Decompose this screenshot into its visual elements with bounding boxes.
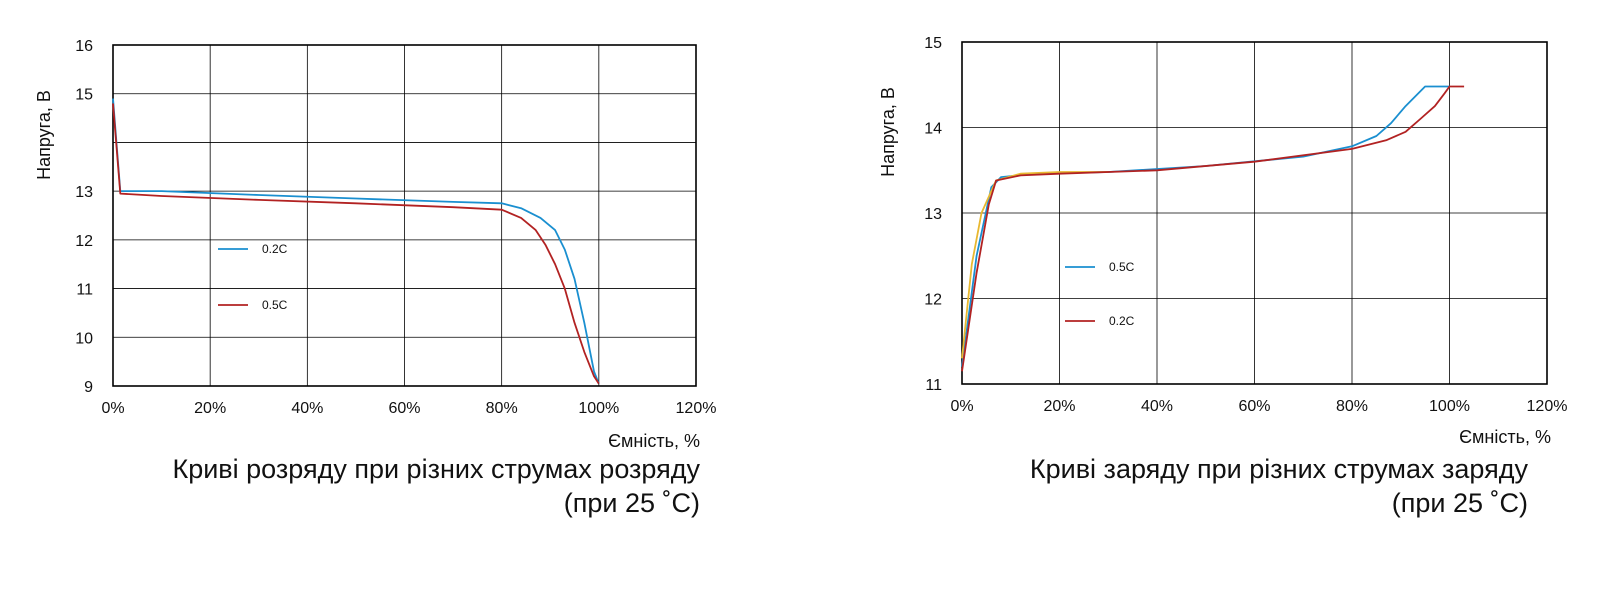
y-tick-label: 12 xyxy=(924,292,942,309)
x-tick-label: 0% xyxy=(101,400,124,417)
legend-label: 0.5C xyxy=(1109,260,1135,274)
plot-frame xyxy=(112,44,697,387)
y-tick-label: 13 xyxy=(75,184,93,201)
x-tick-label: 60% xyxy=(1238,398,1270,415)
x-axis-title: Ємність, % xyxy=(608,431,700,451)
chart-caption-discharge: Криві розряду при різних струмах розряду… xyxy=(172,452,700,520)
y-tick-label: 15 xyxy=(924,35,942,52)
y-tick-label: 14 xyxy=(924,121,942,138)
x-tick-label: 100% xyxy=(1429,398,1470,415)
x-tick-label: 120% xyxy=(1527,398,1568,415)
x-tick-label: 80% xyxy=(1336,398,1368,415)
x-tick-label: 60% xyxy=(388,400,420,417)
y-tick-label: 16 xyxy=(75,38,93,55)
legend-label: 0.5C xyxy=(262,298,288,312)
caption-line-2: (при 25 ˚С) xyxy=(1391,488,1528,518)
x-tick-label: 20% xyxy=(1043,398,1075,415)
series-line xyxy=(112,98,600,384)
x-tick-label: 120% xyxy=(676,400,717,417)
chart-caption-charge: Криві заряду при різних струмах заряду (… xyxy=(1030,452,1528,520)
y-tick-label: 11 xyxy=(925,377,942,394)
series-line xyxy=(961,85,1465,372)
legend-label: 0.2C xyxy=(262,242,288,256)
y-axis-title: Напруга, В xyxy=(34,90,54,180)
x-tick-label: 0% xyxy=(950,398,973,415)
plot-frame xyxy=(961,41,1548,385)
legend-label: 0.2C xyxy=(1109,314,1135,328)
series-line xyxy=(961,85,1450,368)
y-tick-label: 12 xyxy=(75,233,93,250)
caption-line-1: Криві розряду при різних струмах розряду xyxy=(172,454,700,484)
caption-line-1: Криві заряду при різних струмах заряду xyxy=(1029,454,1528,484)
y-tick-label: 11 xyxy=(76,282,93,299)
series-line xyxy=(112,103,600,385)
x-tick-label: 100% xyxy=(578,400,619,417)
y-tick-label: 9 xyxy=(84,379,93,396)
x-tick-label: 40% xyxy=(291,400,323,417)
y-axis-title: Напруга, В xyxy=(878,87,898,177)
y-tick-label: 15 xyxy=(75,87,93,104)
y-tick-label: 10 xyxy=(75,330,93,347)
y-tick-label: 13 xyxy=(924,206,942,223)
x-axis-title: Ємність, % xyxy=(1459,427,1551,447)
x-tick-label: 40% xyxy=(1141,398,1173,415)
x-tick-label: 80% xyxy=(486,400,518,417)
x-tick-label: 20% xyxy=(194,400,226,417)
caption-line-2: (при 25 ˚С) xyxy=(563,488,700,518)
series-line xyxy=(961,171,1109,359)
